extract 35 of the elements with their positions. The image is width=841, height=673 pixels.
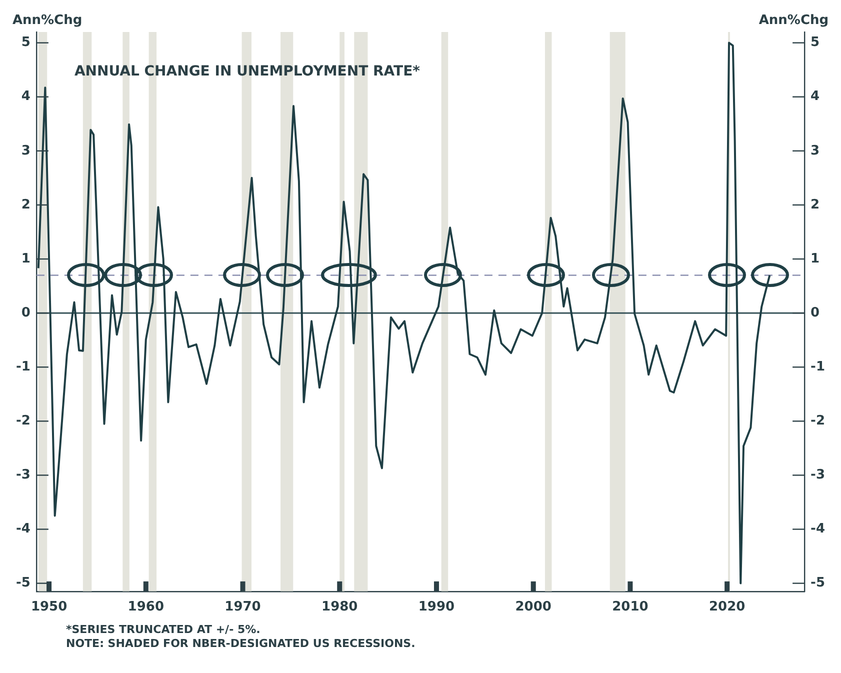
y-tick-label: -3 (16, 468, 30, 483)
y2-tick-label: 2 (810, 197, 820, 212)
text: NOTE: SHADED FOR NBER-DESIGNATED US RECESSIONS. (66, 637, 416, 651)
y2-tick-label: -2 (810, 414, 826, 429)
x-tick-label: 1980 (322, 600, 358, 615)
y2-tick-label: 4 (810, 89, 820, 104)
y2-tick-label: -3 (810, 468, 826, 483)
x-tick-label: 2010 (612, 600, 648, 615)
y-tick-label: -1 (16, 359, 30, 374)
x-tick-label: 1950 (30, 600, 68, 615)
y-tick-label: 3 (21, 143, 30, 158)
y-tick-label: 1 (21, 251, 30, 266)
x-tick-label: 2000 (515, 600, 552, 615)
y2-tick-label: 0 (810, 305, 820, 320)
y2-tick-label: 5 (810, 35, 820, 50)
y2-tick-label: -5 (810, 576, 826, 591)
y-tick-label: 0 (21, 305, 30, 320)
y-tick-label: -4 (16, 522, 30, 537)
y-tick-label: 4 (21, 89, 30, 104)
text: ANNUAL CHANGE IN UNEMPLOYMENT RATE* (74, 64, 421, 80)
y2-tick-label: -4 (810, 522, 826, 537)
text: *SERIES TRUNCATED AT +/- 5%. (66, 623, 262, 637)
y2-tick-label: 1 (810, 251, 820, 266)
y-axis-title: Ann%Chg (12, 12, 82, 28)
y2-axis-title: Ann%Chg (758, 12, 829, 28)
x-tick-label: 1990 (418, 600, 455, 615)
x-tick-label: 2020 (708, 600, 746, 615)
x-tick-label: 1970 (224, 600, 261, 615)
y-tick-label: 2 (21, 197, 30, 212)
x-tick-label: 1960 (128, 600, 164, 615)
y-tick-label: 5 (21, 35, 30, 50)
y2-tick-label: -1 (810, 359, 826, 374)
y-tick-label: -2 (16, 414, 30, 429)
y-tick-label: -5 (16, 576, 30, 591)
y2-tick-label: 3 (810, 143, 820, 158)
